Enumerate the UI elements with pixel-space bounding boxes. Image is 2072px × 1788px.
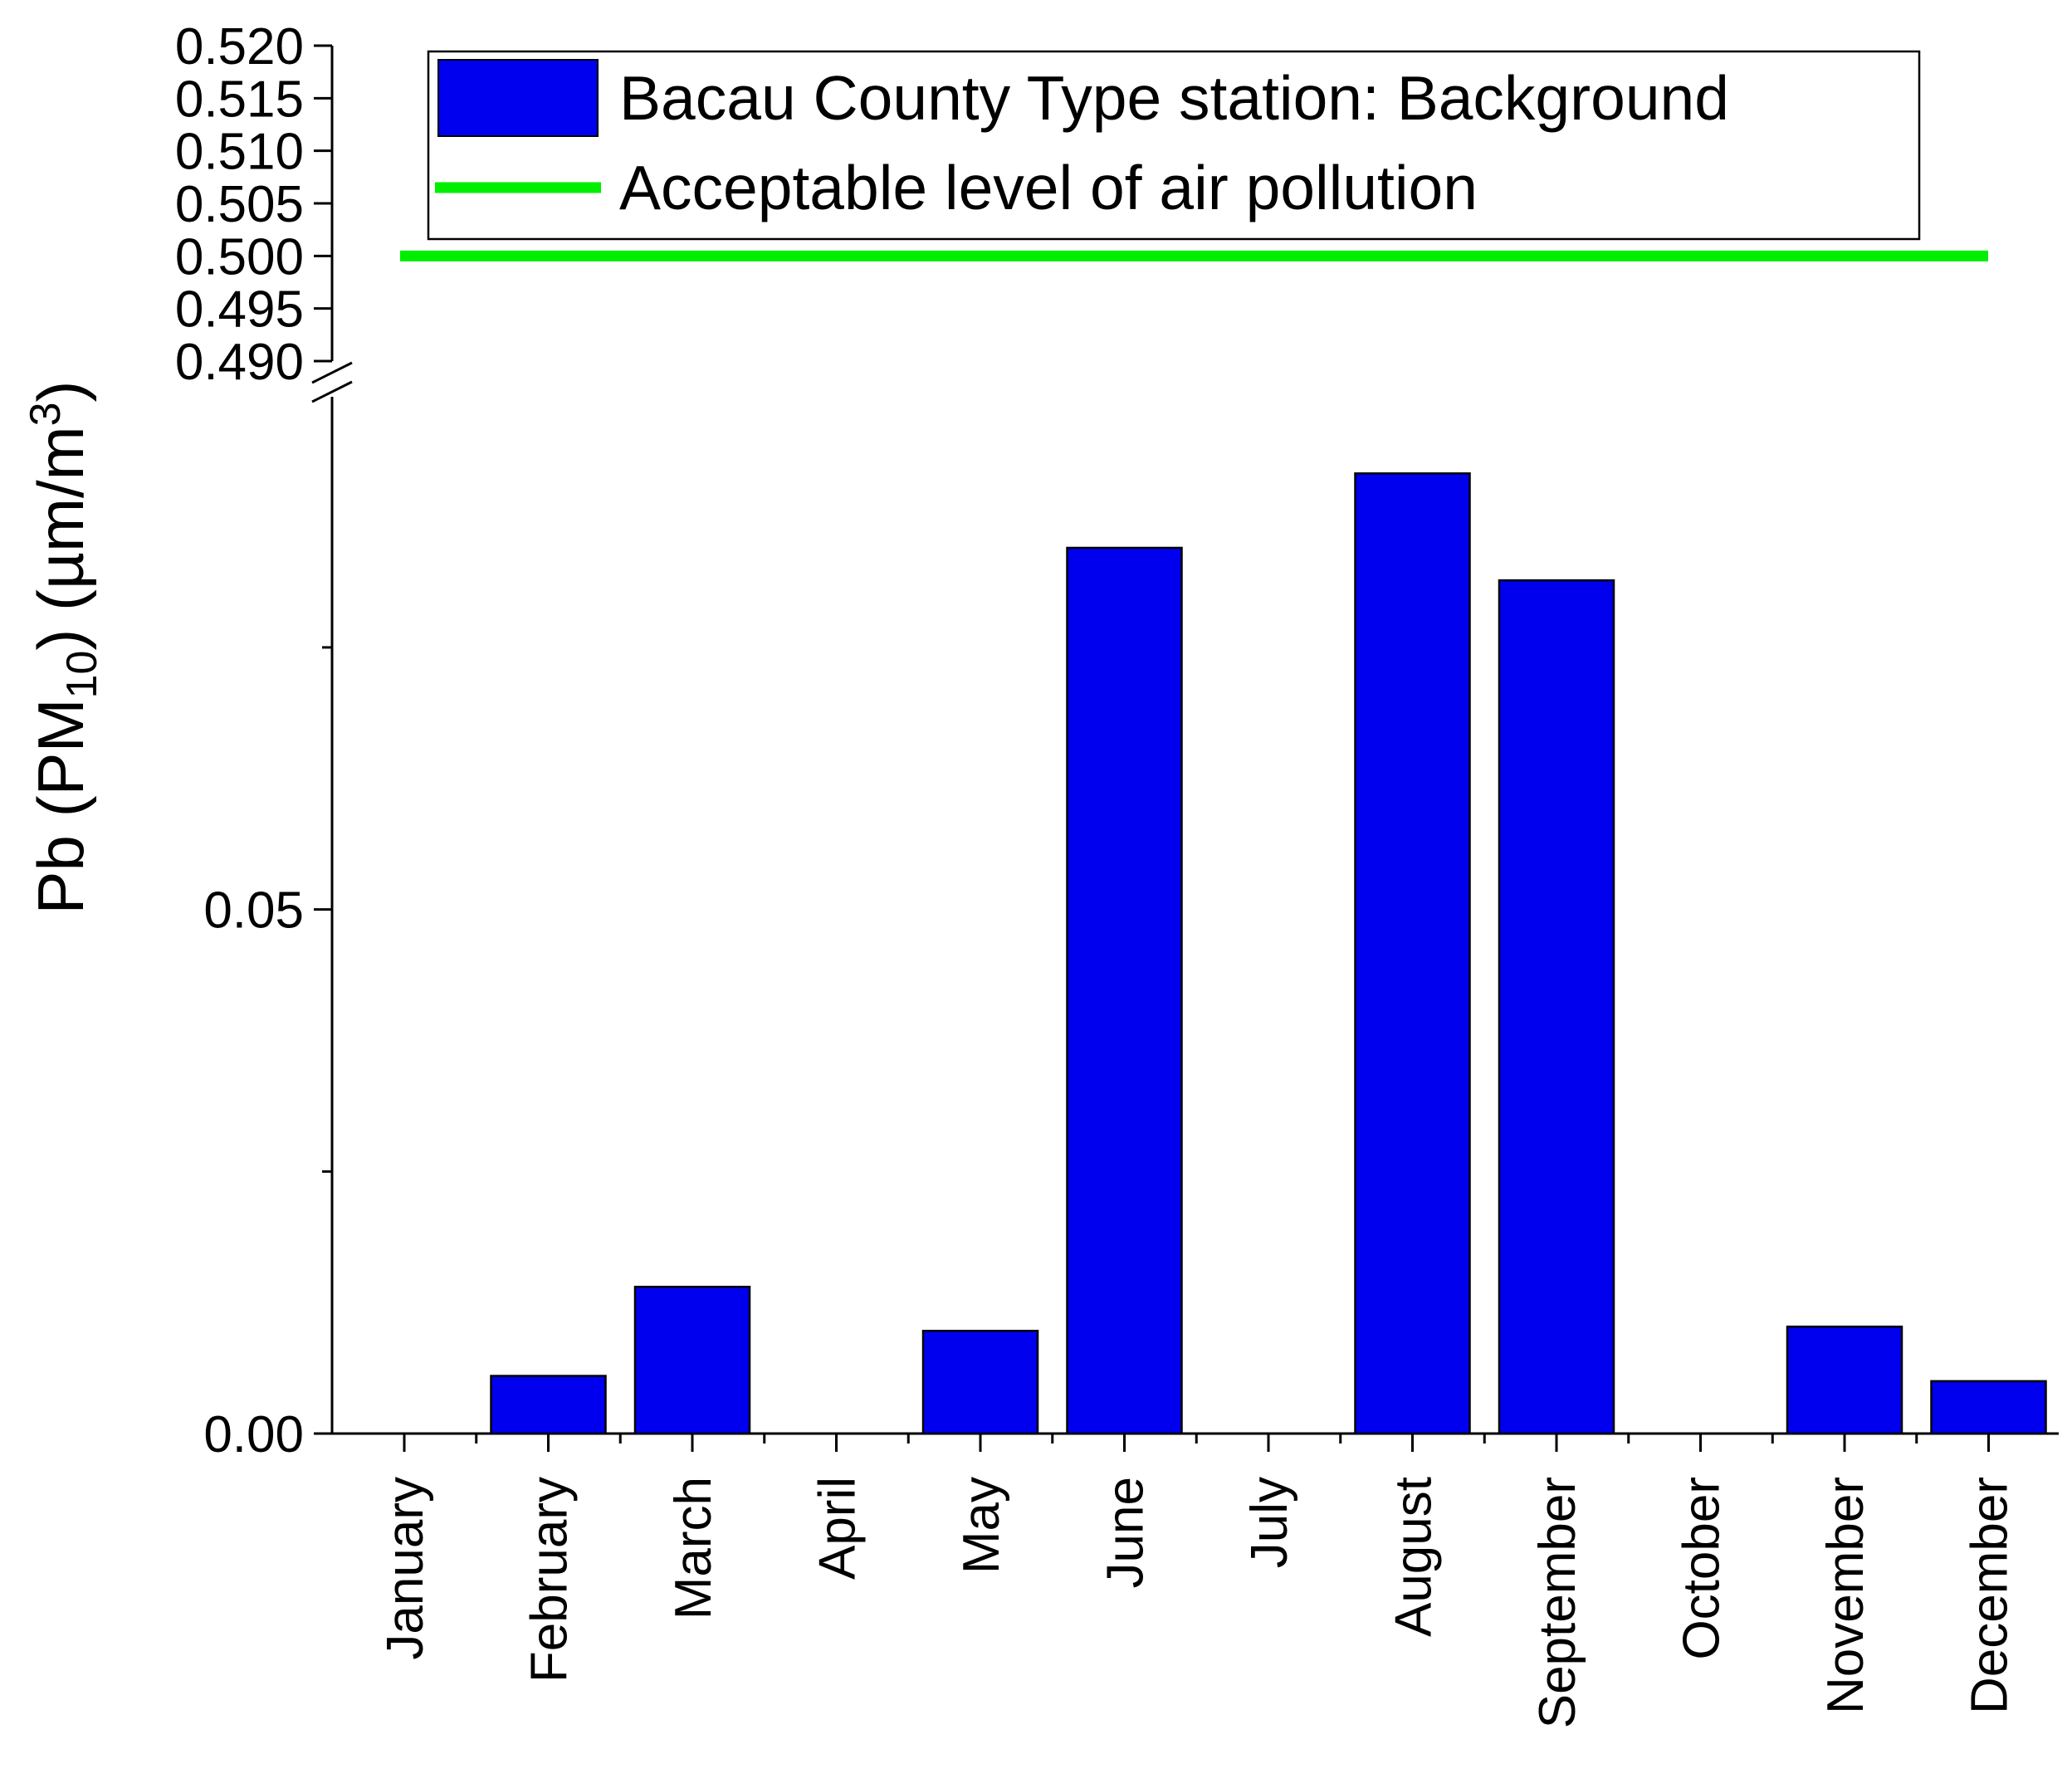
y-tick-label: 0.490 xyxy=(175,334,304,391)
y-tick-label: 0.500 xyxy=(175,228,304,286)
y-tick-label: 0.05 xyxy=(203,882,304,940)
y-tick-label: 0.00 xyxy=(203,1406,304,1463)
legend-label-bars: Bacau County Type station: Background xyxy=(619,63,1729,133)
bar-june xyxy=(1066,546,1183,1435)
y-tick-label: 0.510 xyxy=(175,124,304,181)
y-tick-label: 0.515 xyxy=(175,71,304,128)
x-tick-label-november: November xyxy=(1817,1477,1874,1714)
x-category-labels: January February March April May June July Augu… xyxy=(377,1477,2019,1728)
x-tick-label-may: May xyxy=(953,1477,1010,1574)
bar-september xyxy=(1498,579,1615,1435)
y-tick-label: 0.505 xyxy=(175,176,304,233)
x-tick-label-september: September xyxy=(1529,1477,1586,1728)
legend-frame xyxy=(427,50,1921,241)
y-axis-title-subscript: 10 xyxy=(58,651,106,699)
x-tick-label-october: October xyxy=(1674,1477,1731,1660)
x-tick-label-february: February xyxy=(521,1477,579,1683)
x-tick-label-march: March xyxy=(665,1477,722,1619)
axis-break-mark xyxy=(311,380,353,403)
x-tick-label-april: April xyxy=(809,1477,867,1580)
y-axis-title: Pb (PM10) (µm/m3) xyxy=(22,381,106,915)
x-tick-label-june: June xyxy=(1097,1477,1155,1588)
x-tick-label-july: July xyxy=(1241,1477,1298,1568)
bar-may xyxy=(921,1329,1039,1435)
axes xyxy=(311,46,2059,1452)
legend-swatch-bars xyxy=(437,59,599,137)
bar-december xyxy=(1930,1380,2047,1435)
y-tick-label: 0.520 xyxy=(175,18,304,76)
bar-february xyxy=(490,1375,607,1435)
y-ticks: 0.00 0.05 0.4900.4950.5000.5050.5100.5150.… xyxy=(175,18,332,1463)
y-axis-title-superscript: 3 xyxy=(22,402,70,426)
bar-march xyxy=(633,1285,751,1435)
x-tick-label-december: December xyxy=(1962,1477,2019,1714)
axis-break-mark xyxy=(311,361,353,384)
bars xyxy=(490,472,2047,1435)
legend-label-reference-line: Acceptable level of air pollution xyxy=(619,153,1478,222)
legend: Bacau County Type station: Background Ac… xyxy=(427,50,1921,241)
x-tick-label-august: August xyxy=(1385,1477,1443,1637)
y-tick-label: 0.495 xyxy=(175,281,304,339)
bar-november xyxy=(1786,1325,1903,1435)
bar-august xyxy=(1354,472,1471,1435)
x-tick-label-january: January xyxy=(377,1477,434,1660)
